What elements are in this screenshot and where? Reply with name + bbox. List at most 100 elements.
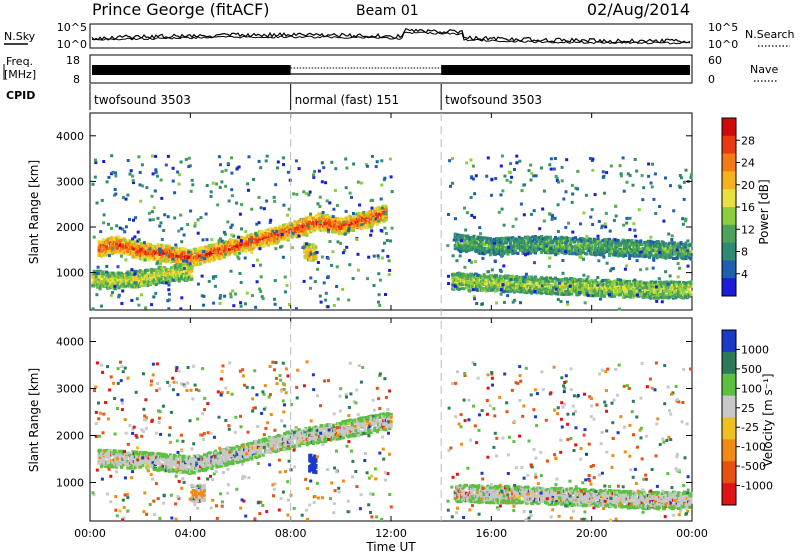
- echo-point: [557, 279, 561, 283]
- echo-point: [505, 241, 509, 245]
- echo-point: [93, 281, 97, 285]
- echo-point: [308, 243, 312, 247]
- echo-point: [529, 236, 532, 240]
- noise-right-tick-bottom: 10^0: [708, 38, 738, 51]
- echo-point: [275, 235, 279, 239]
- echo-point: [157, 278, 161, 282]
- echo-point: [185, 251, 189, 255]
- echo-point: [128, 246, 132, 250]
- echo-point: [190, 277, 194, 281]
- echo-point: [122, 237, 126, 241]
- echo-point: [585, 252, 589, 256]
- echo-point: [329, 224, 333, 228]
- echo-point: [117, 286, 121, 290]
- echo-point: [506, 276, 510, 280]
- echo-point: [569, 287, 573, 290]
- echo-point: [113, 278, 117, 282]
- echo-point: [244, 249, 248, 253]
- echo-point: [483, 243, 487, 247]
- echo-point: [585, 278, 589, 281]
- echo-point: [452, 276, 456, 280]
- echo-point: [665, 293, 669, 297]
- echo-point: [467, 248, 471, 252]
- echo-point: [97, 275, 101, 279]
- echo-point: [368, 210, 372, 213]
- echo-point: [540, 251, 544, 254]
- echo-point: [142, 283, 146, 287]
- echo-point: [579, 249, 583, 253]
- echo-point: [137, 241, 141, 245]
- echo-point: [157, 269, 161, 273]
- echo-point: [551, 241, 555, 245]
- echo-point: [310, 228, 314, 232]
- echo-point: [276, 239, 280, 243]
- echo-point: [190, 267, 194, 271]
- echo-point: [466, 234, 470, 238]
- noise-left-label: N.Sky: [4, 30, 36, 43]
- echo-point: [670, 284, 674, 287]
- echo-point: [384, 205, 388, 209]
- echo-point: [529, 238, 532, 242]
- echo-point: [623, 279, 626, 283]
- echo-point: [226, 245, 230, 249]
- echo-point: [551, 279, 555, 283]
- echo-point: [128, 239, 132, 243]
- power-scatter: [91, 154, 693, 311]
- echo-point: [214, 250, 218, 254]
- echo-point: [574, 289, 578, 293]
- echo-point: [490, 286, 494, 290]
- cpid-segment-2: normal (fast) 151: [295, 93, 399, 107]
- echo-point: [470, 287, 473, 291]
- echo-point: [111, 251, 115, 255]
- echo-point: [457, 280, 461, 284]
- echo-point: [320, 226, 324, 230]
- echo-point: [303, 242, 307, 246]
- echo-point: [682, 284, 685, 287]
- echo-point: [574, 236, 578, 240]
- echo-point: [121, 245, 125, 249]
- echo-point: [682, 296, 685, 300]
- echo-point: [364, 224, 368, 227]
- echo-point: [340, 232, 344, 235]
- echo-point: [304, 216, 308, 220]
- echo-point: [472, 236, 476, 240]
- echo-point: [544, 237, 547, 241]
- echo-point: [177, 271, 181, 275]
- echo-point: [606, 285, 610, 289]
- echo-point: [492, 237, 496, 241]
- echo-point: [101, 249, 105, 253]
- echo-point: [146, 268, 150, 272]
- echo-point: [264, 238, 268, 242]
- echo-point: [296, 227, 300, 231]
- echo-point: [212, 257, 216, 261]
- echo-point: [122, 275, 126, 279]
- frequency-trace: [92, 65, 690, 75]
- echo-point: [123, 277, 127, 281]
- echo-point: [323, 229, 327, 233]
- echo-point: [101, 275, 105, 279]
- echo-point: [156, 274, 160, 278]
- echo-point: [643, 281, 647, 285]
- echo-point: [312, 257, 315, 261]
- echo-point: [569, 281, 573, 285]
- echo-point: [146, 245, 150, 249]
- echo-point: [256, 234, 260, 238]
- echo-point: [135, 248, 139, 252]
- echo-point: [190, 274, 194, 278]
- echo-point: [534, 245, 537, 248]
- echo-point: [613, 294, 616, 298]
- echo-point: [258, 243, 262, 247]
- echo-point: [125, 279, 129, 283]
- echo-point: [308, 255, 312, 259]
- echo-point: [572, 240, 576, 244]
- echo-point: [140, 242, 144, 246]
- echo-point: [229, 242, 233, 246]
- echo-point: [235, 242, 239, 246]
- echo-point: [320, 213, 324, 217]
- echo-point: [597, 281, 601, 285]
- echo-point: [554, 276, 557, 280]
- echo-point: [611, 282, 615, 286]
- echo-point: [295, 234, 299, 238]
- echo-point: [475, 284, 478, 288]
- echo-point: [378, 221, 382, 225]
